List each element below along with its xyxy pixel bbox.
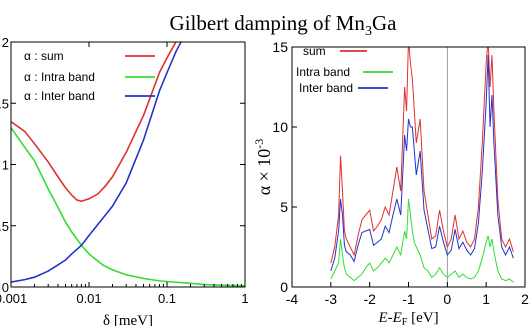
- right-x-tick-label: 2: [521, 291, 529, 307]
- right-y-tick-label: 10: [272, 119, 288, 135]
- right-series-sum: [330, 47, 514, 264]
- title-sub: 3: [365, 24, 372, 39]
- left-y-tick-label: 1.5: [0, 96, 9, 111]
- left-series-intra: [11, 127, 245, 287]
- right-x-tick-label: -3: [325, 291, 338, 307]
- right-x-axis-label-main: E-E: [377, 310, 401, 326]
- right-x-axis-label-unit: [eV]: [407, 310, 438, 326]
- right-x-tick-label: 0: [443, 291, 451, 307]
- left-legend-label: α : Intra band: [24, 70, 95, 84]
- right-y-axis-label: α × 10-3: [252, 139, 274, 196]
- right-y-tick-label: 15: [272, 39, 288, 55]
- left-legend-label: α : sum: [24, 49, 64, 63]
- left-series-inter: [11, 42, 182, 283]
- left-panel: 0.001 0.01 0.1 1 0 0.5 1 1.5 2 δ [meV] α : sum α : …: [0, 35, 249, 326]
- right-y-axis-label-main: α × 10: [254, 149, 274, 196]
- left-y-tick-label: 1: [2, 158, 9, 173]
- right-y-tick-label: 0: [280, 279, 288, 295]
- left-y-tick-label: 0.5: [0, 219, 9, 234]
- right-x-tick-label: -4: [286, 291, 299, 307]
- figure-title: Gilbert damping of Mn3Ga: [170, 11, 398, 39]
- right-series-inter: [330, 54, 514, 272]
- right-y-tick-label: 5: [280, 199, 288, 215]
- right-x-tick-label: -1: [402, 291, 415, 307]
- left-series-sum: [11, 42, 177, 203]
- left-y-tick-label: 2: [2, 35, 9, 50]
- title-main: Gilbert damping of Mn: [170, 11, 366, 35]
- right-x-axis-label-sub: F: [402, 317, 408, 326]
- right-x-tick-label: 1: [482, 291, 490, 307]
- right-series-intra: [330, 198, 514, 283]
- right-legend-label: sum: [303, 44, 326, 58]
- left-x-tick-label: 0.001: [0, 291, 27, 306]
- left-x-tick-label: 0.1: [158, 291, 176, 306]
- title-tail: Ga: [372, 11, 397, 35]
- left-x-tick-label: 1: [241, 291, 248, 306]
- left-legend-label: α : Inter band: [24, 89, 95, 103]
- right-legend-label: Inter band: [299, 81, 353, 95]
- right-x-axis-label: E-EF [eV]: [377, 310, 438, 326]
- left-x-tick-label: 0.01: [76, 291, 101, 306]
- right-legend-label: Intra band: [296, 65, 350, 79]
- left-y-tick-label: 0: [2, 280, 9, 295]
- left-x-axis-label: δ [meV]: [103, 313, 153, 326]
- right-y-axis-label-sup: -3: [252, 139, 266, 149]
- right-x-tick-label: -2: [363, 291, 376, 307]
